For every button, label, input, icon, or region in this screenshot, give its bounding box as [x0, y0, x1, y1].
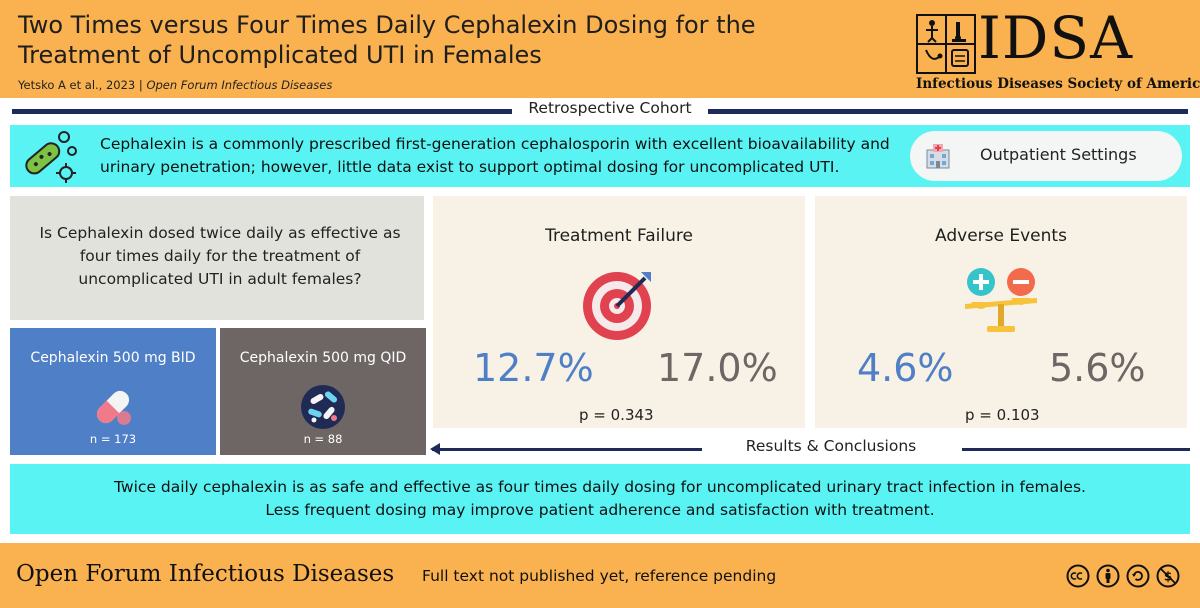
conclusion-text: Twice daily cephalexin is as safe and ef…: [10, 476, 1190, 522]
setting-label: Outpatient Settings: [980, 145, 1137, 164]
idsa-subtitle: Infectious Diseases Society of America: [916, 76, 1200, 92]
tf-bid-value: 12.7%: [473, 346, 594, 390]
target-icon: [579, 264, 659, 344]
arm-sample-size: n = 173: [89, 432, 137, 446]
arm-sample-size: n = 88: [303, 432, 343, 446]
ae-bid-value: 4.6%: [857, 346, 954, 390]
results-label: Results & Conclusions: [745, 437, 917, 455]
nc-icon: $: [1156, 564, 1180, 588]
divider-left: [12, 109, 512, 114]
pills-icon: [300, 384, 346, 430]
conclusion-line-1: Twice daily cephalexin is as safe and ef…: [114, 478, 1086, 496]
intro-text: Cephalexin is a commonly prescribed firs…: [100, 135, 890, 176]
arm-qid-card: Cephalexin 500 mg QID n = 88: [220, 328, 426, 455]
citation: Yetsko A et al., 2023 | Open Forum Infec…: [18, 78, 332, 92]
header: Two Times versus Four Times Daily Cephal…: [0, 0, 1200, 98]
footer-note: Full text not published yet, reference p…: [422, 567, 777, 585]
results-divider-right: [962, 448, 1190, 451]
ae-qid-value: 5.6%: [1049, 346, 1146, 390]
by-icon: [1096, 564, 1120, 588]
cc-icon: [1066, 564, 1090, 588]
idsa-quadrant-icon: [916, 14, 976, 74]
result-title: Adverse Events: [935, 226, 1067, 246]
footer-journal: Open Forum Infectious Diseases: [16, 561, 395, 587]
ae-p-value: p = 0.103: [965, 406, 1040, 424]
citation-authors: Yetsko A et al., 2023 |: [18, 78, 147, 92]
citation-journal: Open Forum Infectious Diseases: [146, 78, 333, 92]
arm-label: Cephalexin 500 mg QID: [239, 350, 407, 366]
result-title: Treatment Failure: [545, 226, 693, 246]
idsa-logo: IDSA Infectious Diseases Society of Amer…: [916, 6, 1200, 94]
adverse-events-panel: Adverse Events 4.6% 5.6% p = 0.103: [815, 196, 1187, 428]
setting-badge: Outpatient Settings: [910, 131, 1182, 181]
research-question-panel: Is Cephalexin dosed twice daily as effec…: [10, 196, 424, 320]
intro-banner: Cephalexin is a commonly prescribed firs…: [10, 125, 1190, 187]
bacteria-icon: [18, 129, 80, 183]
balance-scale-icon: [961, 264, 1041, 344]
sa-icon: [1126, 564, 1150, 588]
divider-right: [708, 109, 1188, 114]
footer: Open Forum Infectious Diseases Full text…: [0, 543, 1200, 608]
tf-qid-value: 17.0%: [657, 346, 778, 390]
research-question: Is Cephalexin dosed twice daily as effec…: [39, 224, 401, 288]
results-divider-left: [432, 448, 702, 451]
arm-bid-card: Cephalexin 500 mg BID n = 173: [10, 328, 216, 455]
study-design-label: Retrospective Cohort: [528, 99, 692, 117]
tf-p-value: p = 0.343: [579, 406, 654, 424]
conclusion-line-2: Less frequent dosing may improve patient…: [265, 501, 935, 519]
page-title: Two Times versus Four Times Daily Cephal…: [18, 11, 756, 69]
capsule-icon: [90, 384, 136, 430]
arm-label: Cephalexin 500 mg BID: [30, 350, 196, 366]
idsa-wordmark: IDSA: [978, 4, 1134, 72]
hospital-icon: [924, 142, 952, 170]
conclusion-banner: Twice daily cephalexin is as safe and ef…: [10, 464, 1190, 534]
treatment-failure-panel: Treatment Failure 12.7% 17.0% p = 0.343: [433, 196, 805, 428]
